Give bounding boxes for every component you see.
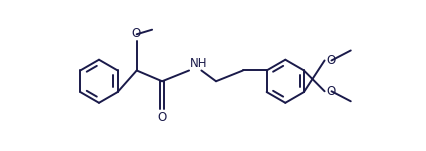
Text: O: O xyxy=(131,27,141,40)
Text: O: O xyxy=(158,111,167,124)
Text: O: O xyxy=(326,54,335,67)
Text: NH: NH xyxy=(190,57,207,70)
Text: O: O xyxy=(326,85,335,98)
